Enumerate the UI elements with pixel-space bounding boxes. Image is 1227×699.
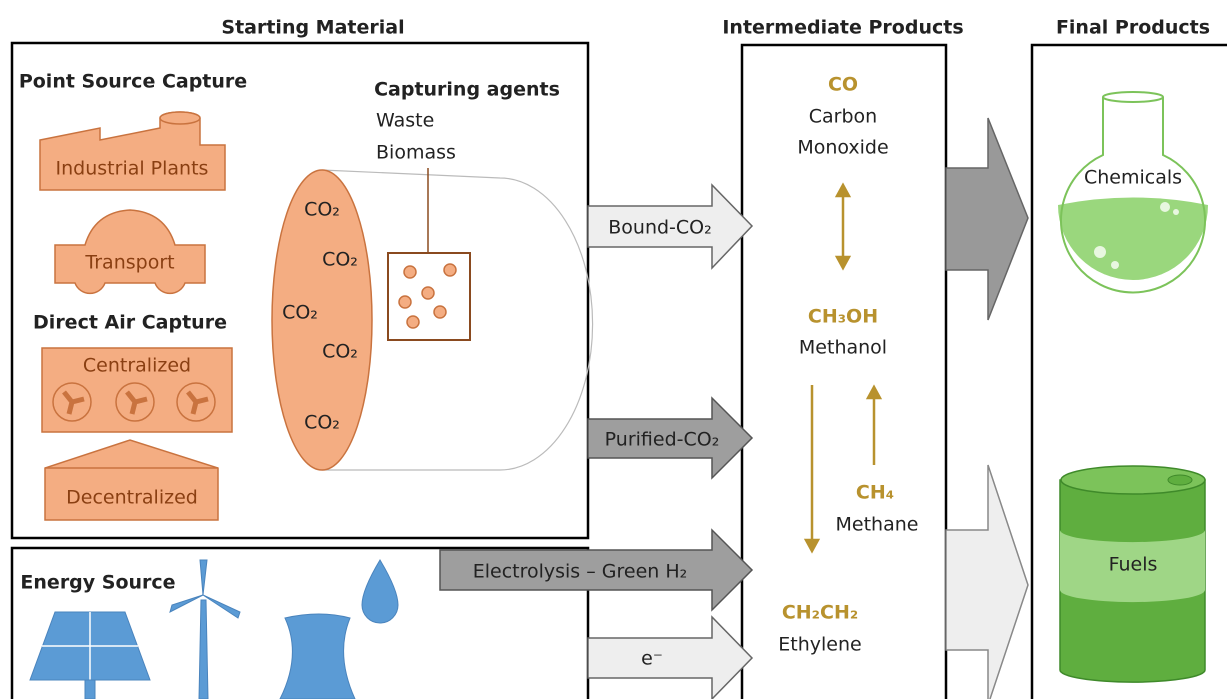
- decentralized-icon: [44, 439, 219, 521]
- co2-label: CO₂: [282, 302, 318, 324]
- arrow-label: Purified-CO₂: [605, 429, 720, 451]
- section-title: Capturing agents: [374, 79, 560, 101]
- water-drop: [361, 559, 399, 624]
- final-box: [1030, 43, 1227, 699]
- final-product: Chemicals: [1084, 167, 1182, 189]
- section-title: Point Source Capture: [19, 71, 247, 93]
- car-icon: [54, 209, 206, 295]
- section-title: Direct Air Capture: [33, 312, 227, 334]
- agent-box: [387, 252, 471, 341]
- co2-label: CO₂: [304, 412, 340, 434]
- solar-panel: [29, 611, 151, 699]
- fans: [52, 382, 216, 422]
- barrel: [1059, 465, 1206, 683]
- section-title: Energy Source: [20, 572, 175, 594]
- wind-turbine: [169, 559, 241, 699]
- item-label: Decentralized: [66, 487, 198, 509]
- arrow-to-chemicals: [945, 117, 1029, 321]
- arrow-label: Bound-CO₂: [608, 217, 712, 239]
- arrow-electrolysis: [439, 528, 754, 612]
- final-product: Fuels: [1109, 554, 1158, 576]
- factory-chimney: [159, 111, 201, 125]
- arrow-electron: [587, 615, 754, 699]
- item-label: Centralized: [83, 355, 191, 377]
- product-name: Carbon: [809, 106, 877, 128]
- cooling-tower: [279, 613, 356, 699]
- item-label: Industrial Plants: [56, 158, 209, 180]
- cone-outline: [321, 169, 594, 471]
- product-name: Methanol: [799, 337, 887, 359]
- co2-label: CO₂: [304, 199, 340, 221]
- arrow-purified: [587, 396, 754, 480]
- product-name: Monoxide: [797, 137, 888, 159]
- co2-label: CO₂: [322, 249, 358, 271]
- header: Final Products: [1056, 17, 1210, 39]
- flask: [1058, 91, 1208, 294]
- item-label: Biomass: [376, 142, 456, 164]
- co2-ellipse: [271, 169, 373, 471]
- formula: CH₄: [856, 482, 894, 504]
- header: Starting Material: [221, 17, 404, 39]
- intermediate-box: [740, 43, 948, 699]
- formula: CH₃OH: [808, 306, 878, 328]
- arrow-to-fuels: [945, 464, 1029, 699]
- arrow-label: e⁻: [641, 648, 663, 670]
- energy-box: [10, 546, 590, 699]
- co2-label: CO₂: [322, 341, 358, 363]
- reaction-arrows: [803, 182, 883, 554]
- formula: CH₂CH₂: [782, 602, 858, 624]
- product-name: Ethylene: [778, 634, 861, 656]
- arrow-label: Electrolysis – Green H₂: [473, 561, 688, 583]
- arrow-bound: [587, 183, 754, 270]
- item-label: Transport: [84, 252, 174, 274]
- starting-box: [10, 41, 590, 540]
- formula: CO: [828, 74, 858, 96]
- item-label: Waste: [376, 110, 434, 132]
- header: Intermediate Products: [722, 17, 963, 39]
- product-name: Methane: [836, 514, 919, 536]
